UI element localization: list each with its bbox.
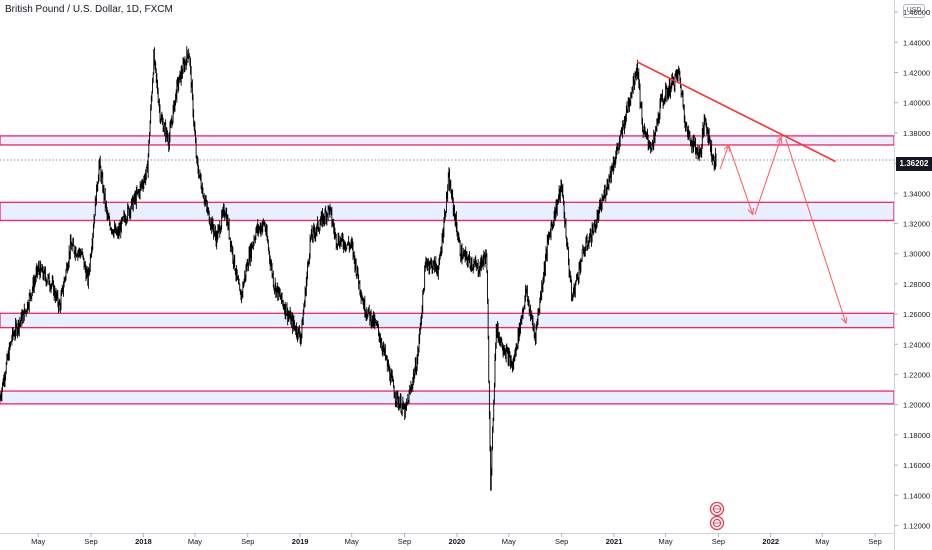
- x-tick-label: Sep: [84, 537, 97, 546]
- x-tick-label: Sep: [712, 537, 725, 546]
- support-resistance-zone: [0, 390, 895, 405]
- projection-arrow: [719, 145, 729, 170]
- x-tick-label: May: [502, 537, 516, 546]
- projection-arrow: [754, 137, 781, 215]
- x-tick-label: Sep: [868, 537, 881, 546]
- x-tick-label: May: [345, 537, 359, 546]
- y-tick-label: 1.44000: [903, 38, 930, 47]
- x-tick-label: May: [815, 537, 829, 546]
- support-resistance-zone: [0, 201, 895, 222]
- calendar-event-icon: [709, 501, 725, 517]
- chart-title: British Pound / U.S. Dollar, 1D, FXCM: [5, 4, 173, 15]
- support-resistance-zone: [0, 135, 895, 146]
- calendar-event-icon: [709, 515, 725, 531]
- x-tick-label: Sep: [398, 537, 411, 546]
- y-tick-label: 1.20000: [903, 401, 930, 410]
- x-tick-label: Sep: [241, 537, 254, 546]
- y-tick-label: 1.14000: [903, 491, 930, 500]
- projection-arrow: [728, 144, 753, 214]
- x-tick-label: 2022: [762, 537, 779, 546]
- x-tick-label: 2020: [449, 537, 466, 546]
- x-tick-label: Sep: [555, 537, 568, 546]
- y-tick-label: 1.28000: [903, 280, 930, 289]
- last-price-label: 1.36202: [896, 157, 932, 171]
- y-tick-label: 1.22000: [903, 370, 930, 379]
- y-tick-label: 1.30000: [903, 250, 930, 259]
- x-tick-label: May: [31, 537, 45, 546]
- x-tick-label: May: [658, 537, 672, 546]
- y-tick-label: 1.46000: [903, 8, 930, 17]
- y-tick-label: 1.26000: [903, 310, 930, 319]
- y-tick-label: 1.24000: [903, 340, 930, 349]
- x-tick-label: 2021: [606, 537, 623, 546]
- support-resistance-zone: [0, 312, 895, 329]
- currency-button[interactable]: USD: [903, 4, 925, 18]
- y-tick-label: 1.18000: [903, 431, 930, 440]
- y-tick-label: 1.38000: [903, 129, 930, 138]
- y-tick-label: 1.42000: [903, 68, 930, 77]
- y-tick-label: 1.32000: [903, 219, 930, 228]
- trendline: [636, 61, 836, 163]
- y-tick-label: 1.12000: [903, 521, 930, 530]
- y-tick-label: 1.40000: [903, 99, 930, 108]
- x-tick-label: 2019: [292, 537, 309, 546]
- x-tick-label: May: [188, 537, 202, 546]
- y-tick-label: 1.16000: [903, 461, 930, 470]
- x-tick-label: 2018: [135, 537, 152, 546]
- y-tick-label: 1.34000: [903, 189, 930, 198]
- candles-group: [0, 46, 717, 491]
- projection-arrow: [785, 138, 846, 323]
